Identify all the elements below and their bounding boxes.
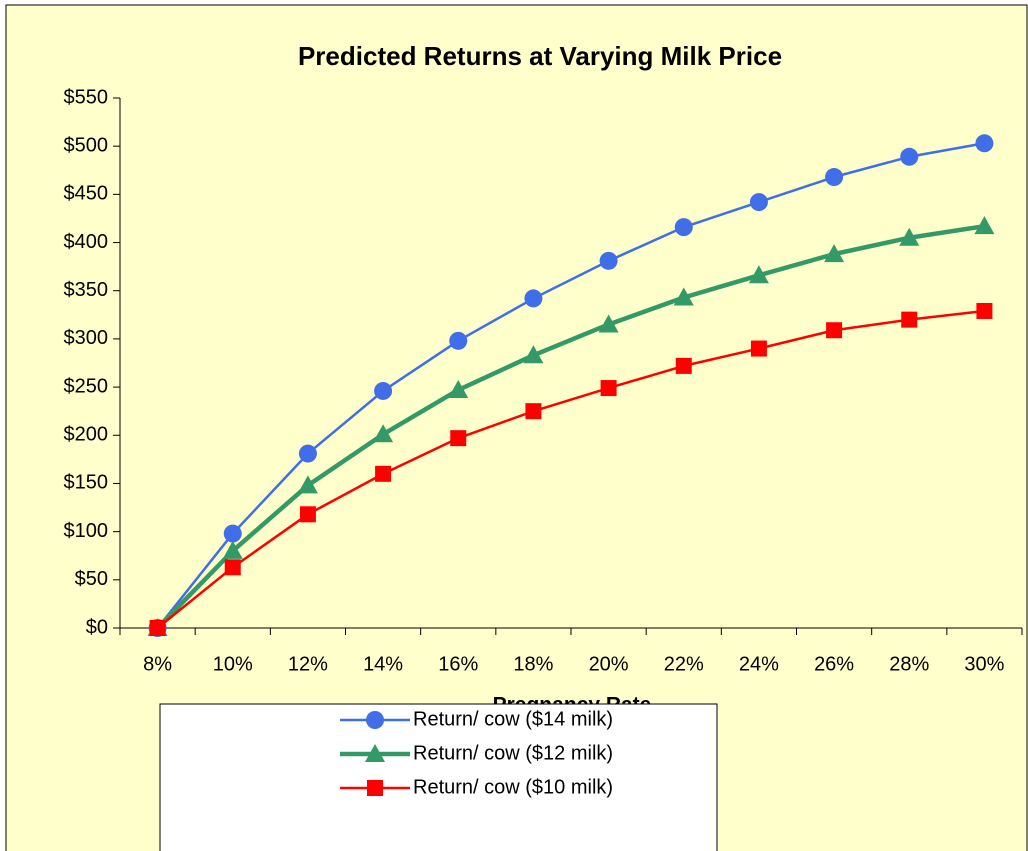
- data-point: [374, 381, 393, 400]
- x-tick-label: 14%: [363, 653, 403, 675]
- series-line: [155, 223, 985, 630]
- data-point: [901, 311, 918, 328]
- x-tick-label: 8%: [143, 653, 172, 675]
- y-tick-label: $300: [64, 327, 109, 349]
- data-point: [675, 357, 692, 374]
- series-line: [156, 309, 985, 629]
- data-point: [975, 134, 994, 153]
- legend-box: [159, 703, 718, 851]
- x-tick-label: 24%: [739, 653, 779, 675]
- y-tick-label: $150: [64, 472, 109, 494]
- data-point: [748, 265, 769, 284]
- data-point: [824, 244, 845, 263]
- y-tick-label: $100: [64, 520, 109, 542]
- data-point: [674, 218, 693, 237]
- x-tick-label: 10%: [213, 653, 253, 675]
- data-point: [750, 340, 767, 357]
- y-tick-label: $0: [86, 616, 108, 638]
- data-point: [974, 216, 995, 235]
- legend-marker: [365, 744, 385, 762]
- data-point: [149, 620, 166, 636]
- data-point: [523, 345, 544, 364]
- data-point: [222, 540, 243, 559]
- legend-label: Return/ cow ($12 milk): [413, 742, 613, 764]
- data-point: [749, 193, 768, 212]
- y-tick-label: $350: [64, 279, 109, 301]
- x-tick-label: 12%: [288, 653, 328, 675]
- y-tick-label: $200: [64, 424, 109, 446]
- x-tick-label: 22%: [664, 653, 704, 675]
- data-point: [598, 314, 619, 333]
- data-point: [298, 444, 317, 463]
- y-tick-label: $450: [64, 183, 109, 205]
- data-point: [297, 475, 318, 494]
- data-point: [375, 465, 392, 482]
- series-line: [156, 142, 985, 629]
- y-tick-label: $250: [64, 375, 109, 397]
- legend-marker: [366, 711, 384, 729]
- x-tick-label: 20%: [589, 653, 629, 675]
- data-point: [450, 430, 467, 447]
- data-point: [224, 559, 241, 576]
- y-tick-label: $500: [64, 134, 109, 156]
- data-point: [899, 227, 920, 246]
- y-tick-label: $50: [75, 568, 108, 590]
- data-point: [449, 331, 468, 350]
- data-point: [299, 506, 316, 523]
- data-point: [826, 322, 843, 339]
- y-tick-label: $400: [64, 231, 109, 253]
- data-point: [900, 147, 919, 166]
- data-point: [223, 524, 242, 543]
- x-tick-label: 18%: [513, 653, 553, 675]
- data-point: [825, 168, 844, 187]
- chart-title: Predicted Returns at Varying Milk Price: [298, 41, 782, 71]
- x-tick-label: 26%: [814, 653, 854, 675]
- data-point: [673, 287, 694, 306]
- data-point: [373, 424, 394, 443]
- x-tick-label: 16%: [438, 653, 478, 675]
- legend-label: Return/ cow ($14 milk): [413, 708, 613, 730]
- data-point: [976, 302, 993, 319]
- x-tick-label: 30%: [964, 653, 1004, 675]
- data-point: [524, 289, 543, 308]
- legend-marker: [367, 780, 383, 796]
- data-point: [448, 379, 469, 398]
- data-point: [600, 380, 617, 397]
- legend-label: Return/ cow ($10 milk): [413, 776, 613, 798]
- y-tick-label: $550: [64, 86, 109, 108]
- data-point: [599, 251, 618, 270]
- data-point: [525, 403, 542, 420]
- x-tick-label: 28%: [889, 653, 929, 675]
